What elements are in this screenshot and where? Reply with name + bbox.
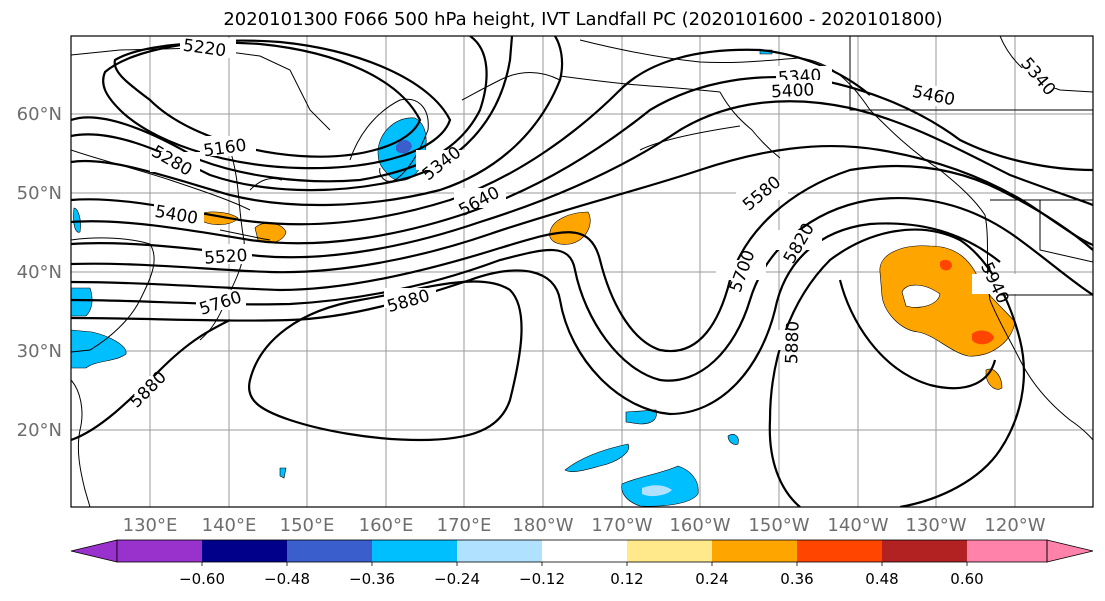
colorbar-segment bbox=[117, 540, 202, 562]
contour-label: 5520 bbox=[204, 246, 249, 269]
lon-label: 130°W bbox=[905, 515, 966, 536]
lon-label: 180°W bbox=[512, 515, 573, 536]
lat-label: 40°N bbox=[17, 262, 62, 283]
colorbar-segment bbox=[287, 540, 372, 562]
colorbar-extend-right bbox=[1046, 539, 1094, 563]
colorbar-extend-left bbox=[70, 539, 118, 563]
colorbar-segment bbox=[372, 540, 457, 562]
colorbar-tick-label: 0.60 bbox=[950, 570, 983, 588]
height-contours bbox=[71, 36, 1093, 507]
colorbar-segment bbox=[712, 540, 797, 562]
lon-label: 160°W bbox=[669, 515, 730, 536]
lon-label: 160°E bbox=[359, 515, 414, 536]
lon-label: 120°W bbox=[984, 515, 1045, 536]
colorbar-segment bbox=[882, 540, 967, 562]
lon-label: 130°E bbox=[123, 515, 178, 536]
colorbar-tick-label: −0.60 bbox=[179, 570, 225, 588]
lon-label: 170°W bbox=[591, 515, 652, 536]
colorbar-segment bbox=[542, 540, 627, 562]
lat-label: 20°N bbox=[17, 420, 62, 441]
colorbar-tick-label: 0.48 bbox=[865, 570, 898, 588]
lon-label: 140°W bbox=[827, 515, 888, 536]
lon-label: 150°W bbox=[748, 515, 809, 536]
lon-label: 150°E bbox=[280, 515, 335, 536]
colorbar-segment bbox=[457, 540, 542, 562]
colorbar-tick-label: −0.12 bbox=[519, 570, 565, 588]
contour-label: 5400 bbox=[771, 80, 815, 102]
colorbar-tick-label: 0.24 bbox=[695, 570, 728, 588]
colorbar-segment bbox=[967, 540, 1047, 562]
map-title: 2020101300 F066 500 hPa height, IVT Land… bbox=[223, 9, 942, 30]
colorbar-segment bbox=[797, 540, 882, 562]
colorbar: −0.60 −0.48 −0.36 −0.24 −0.12 0.12 0.24 … bbox=[70, 539, 1094, 588]
colorbar-tick-label: −0.24 bbox=[434, 570, 480, 588]
colorbar-segment bbox=[627, 540, 712, 562]
contour-label: 5880 bbox=[782, 321, 803, 365]
coastlines bbox=[71, 36, 1093, 507]
lat-label: 30°N bbox=[17, 341, 62, 362]
lon-labels: 130°E 140°E 150°E 160°E 170°E 180°W 170°… bbox=[123, 515, 1046, 536]
colorbar-segment bbox=[202, 540, 287, 562]
ivt-shading bbox=[71, 49, 1016, 507]
colorbar-tick-label: 0.12 bbox=[610, 570, 643, 588]
map-border bbox=[70, 35, 1094, 508]
colorbar-tick-label: −0.36 bbox=[349, 570, 395, 588]
lat-labels: 60°N 50°N 40°N 30°N 20°N bbox=[17, 104, 62, 441]
lon-label: 140°E bbox=[202, 515, 257, 536]
lon-label: 170°E bbox=[437, 515, 492, 536]
lat-label: 60°N bbox=[17, 104, 62, 125]
colorbar-tick-label: −0.48 bbox=[264, 570, 310, 588]
colorbar-tick-label: 0.36 bbox=[780, 570, 813, 588]
lat-label: 50°N bbox=[17, 183, 62, 204]
